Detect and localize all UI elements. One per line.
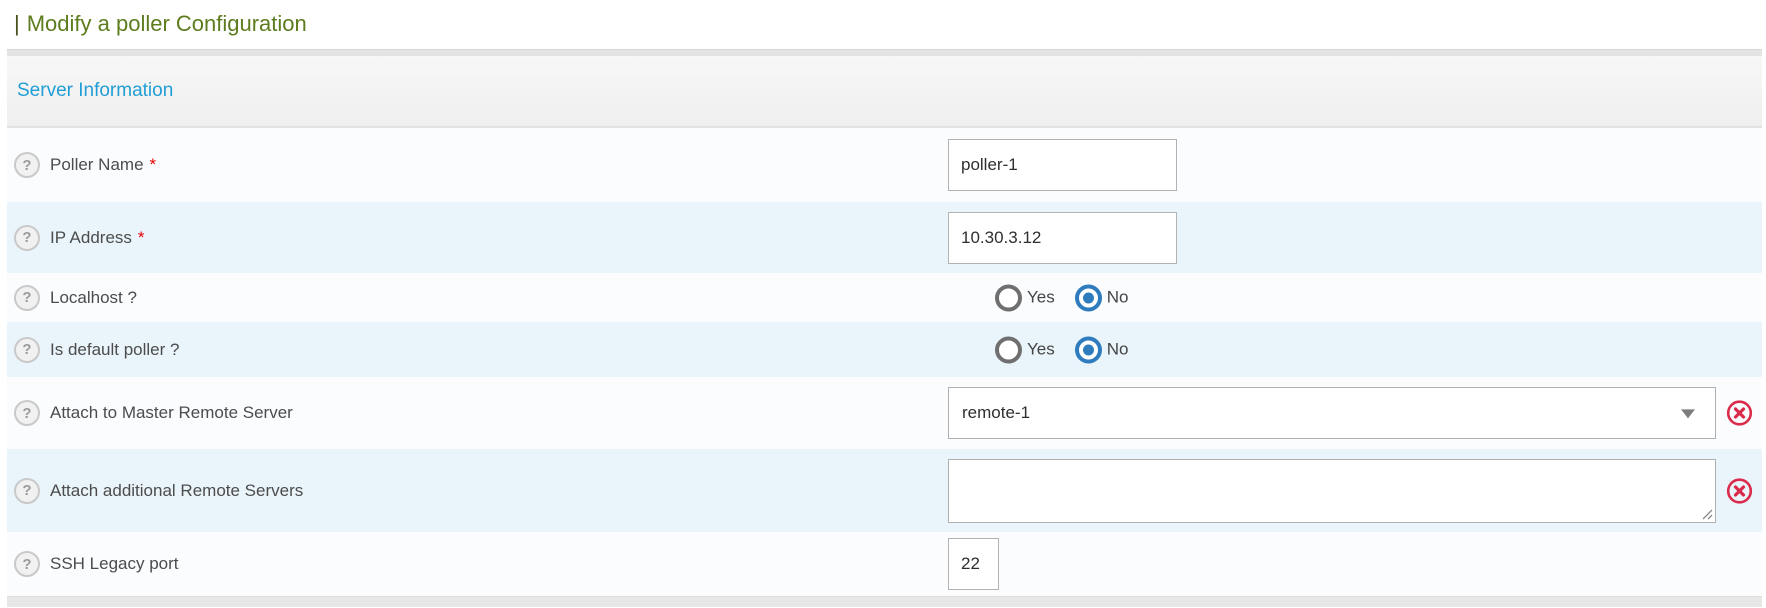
poller-name-label: Poller Name: [50, 155, 144, 174]
chevron-down-icon: [1681, 409, 1695, 419]
form-row-ip-address: ? IP Address *: [7, 202, 1762, 273]
required-marker: *: [137, 227, 145, 247]
is-default-poller-label: Is default poller ?: [50, 339, 180, 359]
is-default-poller-yes-label[interactable]: Yes: [1027, 339, 1055, 359]
ssh-legacy-port-input[interactable]: [948, 538, 999, 590]
localhost-yes-label[interactable]: Yes: [1027, 287, 1055, 307]
table-top-divider: [7, 49, 1762, 56]
is-default-poller-yes-radio[interactable]: [995, 336, 1022, 363]
clear-selection-icon[interactable]: [1726, 477, 1753, 504]
help-icon[interactable]: ?: [14, 224, 40, 251]
title-pipe: |: [14, 11, 20, 36]
is-default-poller-radio-group: Yes No: [995, 336, 1148, 363]
form-row-poller-name: ? Poller Name *: [7, 128, 1762, 202]
ip-address-label: IP Address: [50, 227, 132, 247]
help-icon[interactable]: ?: [14, 477, 40, 504]
is-default-poller-no-label[interactable]: No: [1106, 339, 1129, 359]
form-row-ssh-legacy-port: ? SSH Legacy port: [7, 532, 1762, 596]
help-icon[interactable]: ?: [14, 400, 40, 426]
page-title: | Modify a poller Configuration: [0, 0, 1766, 49]
form-row-attach-master-remote: ? Attach to Master Remote Server remote-…: [7, 377, 1762, 449]
form-row-attach-additional-remotes: ? Attach additional Remote Servers: [7, 449, 1762, 532]
clear-selection-icon[interactable]: [1726, 400, 1753, 427]
localhost-yes-radio[interactable]: [995, 284, 1022, 311]
localhost-no-label[interactable]: No: [1106, 287, 1129, 307]
ssh-legacy-port-label: SSH Legacy port: [50, 554, 179, 573]
section-title: Server Information: [17, 80, 174, 101]
additional-remote-servers-textarea[interactable]: [948, 458, 1716, 523]
section-header-server-information: Server Information: [7, 56, 1762, 128]
poller-name-input[interactable]: [948, 139, 1177, 191]
localhost-no-radio[interactable]: [1074, 284, 1102, 311]
table-bottom-divider: [7, 596, 1762, 607]
form-row-is-default-poller: ? Is default poller ? Yes No: [7, 322, 1762, 377]
ip-address-input[interactable]: [948, 211, 1177, 264]
localhost-radio-group: Yes No: [995, 284, 1148, 311]
title-text: Modify a poller Configuration: [26, 11, 307, 36]
master-remote-server-select[interactable]: remote-1: [948, 387, 1716, 439]
help-icon[interactable]: ?: [14, 284, 40, 311]
attach-additional-remotes-label: Attach additional Remote Servers: [50, 480, 304, 500]
form-row-localhost: ? Localhost ? Yes No: [7, 273, 1762, 322]
required-marker: *: [149, 155, 157, 174]
attach-master-remote-label: Attach to Master Remote Server: [50, 403, 293, 422]
help-icon[interactable]: ?: [14, 152, 40, 178]
localhost-label: Localhost ?: [50, 287, 137, 307]
help-icon[interactable]: ?: [14, 551, 40, 577]
is-default-poller-no-radio[interactable]: [1074, 336, 1102, 363]
help-icon[interactable]: ?: [14, 336, 40, 363]
poller-configuration-form: Server Information ? Poller Name * ? IP …: [7, 49, 1762, 607]
selected-value: remote-1: [962, 403, 1031, 422]
resize-handle-icon[interactable]: [1700, 507, 1713, 520]
